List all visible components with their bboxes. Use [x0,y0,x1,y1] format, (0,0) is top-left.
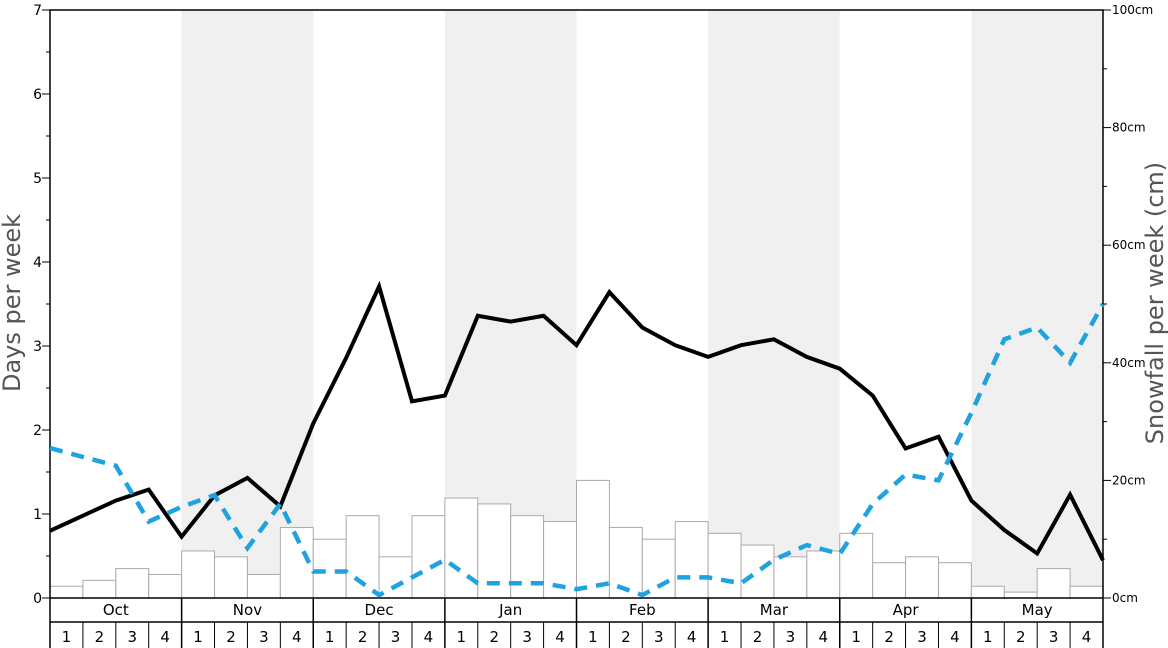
week-label: 1 [325,628,335,646]
bar [181,550,216,599]
y2-tick-label: 100cm [1112,3,1153,17]
shaded-month-bands [181,10,1103,598]
week-label: 4 [950,628,960,646]
week-label: 1 [62,628,72,646]
week-label: 3 [654,628,664,646]
bar [1003,591,1038,599]
week-label: 2 [95,628,105,646]
bar [115,568,150,599]
month-label: Apr [893,601,920,619]
week-label: 2 [489,628,499,646]
week-label: 1 [851,628,861,646]
week-label: 4 [1082,628,1092,646]
y-tick-label: 1 [33,507,42,523]
bar [740,544,775,599]
y2-tick-label: 60cm [1112,238,1146,252]
month-label: Feb [629,601,656,619]
week-label: 2 [621,628,631,646]
bar [707,532,742,599]
bar [312,538,347,599]
bar [148,573,183,599]
bar [576,479,610,599]
month-band [181,10,314,598]
week-label: 1 [588,628,598,646]
y-axis-title: Days per week [0,214,26,392]
week-label: 4 [160,628,170,646]
y2-axis-title: Snowfall per week (cm) [1141,162,1168,444]
y2-tick-label: 40cm [1112,356,1146,370]
bar [674,521,709,599]
bar [608,526,643,599]
week-label: 4 [424,628,434,646]
week-label: 3 [522,628,532,646]
week-label: 3 [786,628,796,646]
bar [641,538,676,599]
month-label: Mar [760,601,789,619]
week-label: 4 [819,628,829,646]
week-label: 4 [687,628,697,646]
snowfall-line [49,302,1105,598]
week-label: 1 [983,628,993,646]
month-label: Oct [103,601,129,619]
line-series [49,280,1105,598]
y2-tick-label: 80cm [1112,121,1146,135]
week-label: 4 [555,628,565,646]
week-label: 2 [884,628,894,646]
bar [905,556,939,599]
bar [970,585,1005,599]
week-label: 2 [226,628,236,646]
week-label: 3 [259,628,269,646]
week-label: 3 [127,628,137,646]
bar [510,515,545,599]
bar [444,497,479,599]
bar [378,556,413,599]
y-tick-label: 6 [33,87,42,103]
month-band [708,10,840,598]
left-axis: 0 1 2 3 4 5 6 7 [33,3,50,607]
week-label: 1 [720,628,730,646]
month-band [971,10,1103,598]
week-label: 1 [193,628,203,646]
bar [49,585,84,599]
y2-tick-label: 20cm [1112,473,1146,487]
month-label: Jan [498,601,522,619]
week-label: 4 [292,628,302,646]
month-label: May [1022,601,1053,619]
x-axis: Oct 1 2 3 4 Nov 1 2 3 4 Dec 1 2 3 4 Jan 1 2 3 4 Feb 1 2 3 4 Mar 1 2… [49,598,1104,648]
week-label: 3 [391,628,401,646]
y-tick-label: 2 [33,423,42,439]
week-label: 2 [358,628,368,646]
right-axis: 0cm 20cm 40cm 60cm 80cm 100cm [1103,3,1153,605]
bar [773,556,808,599]
y-tick-label: 5 [33,171,42,187]
bar [411,515,446,599]
bar [937,562,972,599]
y-tick-label: 4 [33,255,42,271]
month-label: Nov [233,601,262,619]
y-tick-label: 0 [33,591,42,607]
days-line [49,280,1105,562]
week-label: 2 [1016,628,1026,646]
week-label: 3 [917,628,927,646]
bar [214,556,248,599]
week-label: 3 [1049,628,1059,646]
bar [82,579,117,599]
bar-series [49,479,1104,599]
bar [246,573,281,599]
month-label: Dec [365,601,394,619]
y-tick-label: 7 [33,3,42,19]
week-label: 1 [457,628,467,646]
bar [1069,585,1104,599]
week-label: 2 [753,628,763,646]
y2-tick-label: 0cm [1112,591,1138,605]
bar [1036,568,1071,599]
bar [872,562,907,599]
bar [806,550,841,599]
y-tick-label: 3 [33,339,42,355]
